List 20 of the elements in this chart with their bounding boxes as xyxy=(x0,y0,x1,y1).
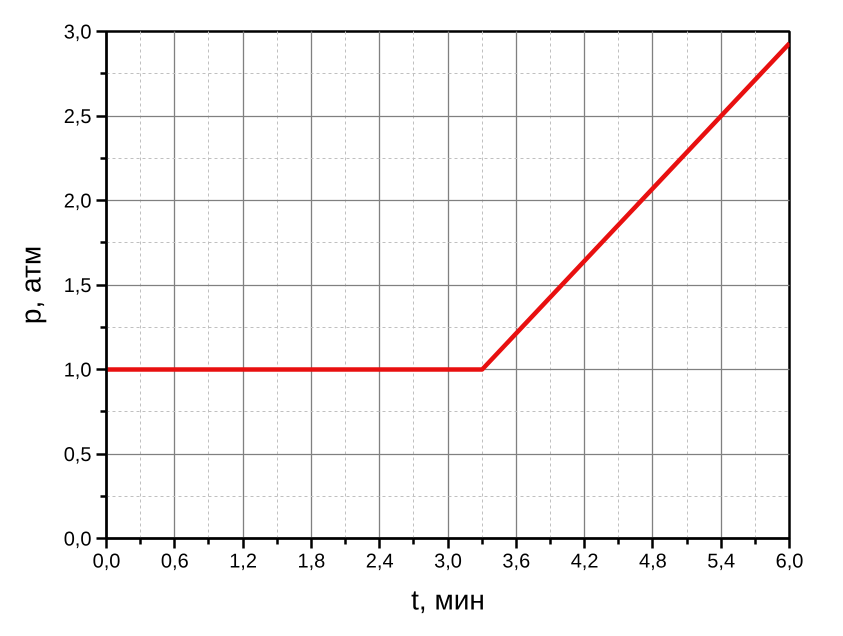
x-tick-label: 4,8 xyxy=(639,550,667,572)
x-tick-label: 3,6 xyxy=(502,550,530,572)
y-tick-label: 3,0 xyxy=(64,22,92,44)
x-tick-label: 3,0 xyxy=(434,550,462,572)
x-tick-label: 5,4 xyxy=(707,550,736,572)
x-axis-title: t, мин xyxy=(411,584,485,616)
y-tick-label: 1,5 xyxy=(64,275,92,297)
y-tick-label: 0,0 xyxy=(64,528,92,550)
x-tick-label: 4,2 xyxy=(570,550,599,572)
y-tick-label: 2,0 xyxy=(64,190,92,212)
x-tick-label: 1,2 xyxy=(229,550,258,572)
y-tick-label: 2,5 xyxy=(64,106,92,128)
x-tick-label: 0,0 xyxy=(92,550,120,572)
y-axis-title: p, атм xyxy=(16,246,47,324)
x-tick-label: 0,6 xyxy=(160,550,189,572)
x-tick-label: 1,8 xyxy=(298,550,326,572)
x-tick-label: 2,4 xyxy=(366,550,394,572)
y-tick-label: 0,5 xyxy=(64,444,92,466)
x-tick-label: 6,0 xyxy=(776,550,804,572)
y-tick-label: 1,0 xyxy=(64,360,92,382)
